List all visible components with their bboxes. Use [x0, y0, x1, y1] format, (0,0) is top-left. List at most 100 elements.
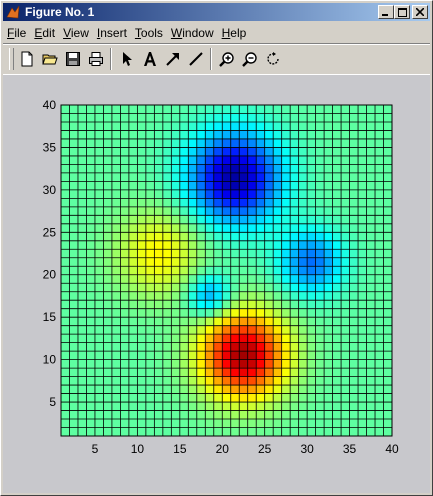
toolbar-grip[interactable] [9, 48, 14, 70]
heatmap-cell [188, 325, 198, 335]
figure-canvas[interactable]: 5 10 15 20 25 30 35 40 5 10 15 20 25 30 35 40 [3, 75, 430, 493]
heatmap-cell [230, 121, 240, 131]
heatmap-cell [256, 257, 265, 267]
heatmap-cell [137, 121, 147, 131]
heatmap-cell [222, 121, 232, 131]
heatmap-cell [256, 138, 265, 148]
heatmap-cell [128, 240, 138, 250]
heatmap-cell [222, 130, 232, 140]
heatmap-cell [281, 147, 291, 157]
heatmap-cell [86, 198, 96, 208]
menu-window[interactable]: Window [167, 26, 218, 40]
heatmap-cell [256, 325, 265, 335]
heatmap-cell [120, 300, 130, 309]
heatmap-cell [366, 283, 376, 293]
open-folder-icon[interactable] [38, 48, 61, 70]
heatmap-cell [239, 351, 249, 360]
heatmap-cell [154, 223, 164, 233]
heatmap-cell [205, 181, 215, 191]
heatmap-cell [128, 419, 138, 428]
menu-tools[interactable]: Tools [131, 26, 167, 40]
heatmap-cell [69, 266, 79, 276]
heatmap-cell [332, 164, 342, 174]
heatmap-cell [315, 274, 325, 284]
heatmap-cell [179, 283, 189, 293]
select-arrow-icon[interactable] [115, 48, 138, 70]
new-figure-icon[interactable] [15, 48, 38, 70]
menu-edit[interactable]: Edit [30, 26, 59, 40]
rotate-3d-icon[interactable] [261, 48, 284, 70]
heatmap-cell [137, 189, 147, 199]
menu-file[interactable]: File [3, 26, 30, 40]
heatmap-cell [264, 198, 274, 208]
heatmap-cell [86, 164, 96, 174]
heatmap-cell [162, 376, 172, 386]
close-icon[interactable] [412, 5, 428, 19]
heatmap-cell [315, 232, 325, 242]
minimize-icon[interactable] [378, 5, 394, 19]
heatmap-cell [188, 300, 198, 309]
menu-help-rest: elp [230, 25, 247, 40]
heatmap-cell [111, 266, 121, 276]
insert-text-icon[interactable] [138, 48, 161, 70]
heatmap-cell [256, 368, 265, 377]
heatmap-cell [179, 317, 189, 326]
heatmap-cell [298, 291, 308, 301]
menu-insert[interactable]: Insert [93, 26, 131, 40]
heatmap-cell [222, 317, 232, 326]
heatmap-cell [383, 147, 393, 157]
heatmap-cell [128, 121, 138, 131]
heatmap-cell [188, 376, 198, 386]
heatmap-cell [230, 351, 240, 360]
menu-help[interactable]: Help [218, 26, 251, 40]
heatmap-cell [111, 291, 121, 301]
heatmap-cell [247, 317, 257, 326]
title-bar[interactable]: Figure No. 1 [3, 3, 430, 21]
heatmap-cell [307, 325, 316, 335]
y-tick-label: 15 [43, 310, 57, 324]
heatmap-cell [264, 427, 274, 437]
heatmap-cell [128, 283, 138, 293]
heatmap-cell [264, 410, 274, 420]
heatmap-cell [264, 257, 274, 267]
zoom-out-icon[interactable] [238, 48, 261, 70]
heatmap-cell [111, 138, 121, 148]
heatmap-cell [120, 130, 130, 140]
heatmap-cell [307, 232, 316, 242]
print-icon[interactable] [84, 48, 107, 70]
x-tick-label: 25 [258, 442, 272, 456]
insert-line-icon[interactable] [184, 48, 207, 70]
save-icon[interactable] [61, 48, 84, 70]
heatmap-cell [128, 308, 138, 318]
heatmap-cell [162, 113, 172, 123]
heatmap-cell [247, 385, 257, 394]
heatmap-cell [264, 206, 274, 216]
heatmap-cell [111, 419, 121, 428]
heatmap-cell [358, 266, 367, 276]
heatmap-cell [77, 393, 87, 403]
heatmap-cell [69, 130, 79, 140]
heatmap-cell [171, 300, 181, 309]
heatmap-cell [307, 223, 316, 233]
heatmap-cell [332, 402, 342, 411]
heatmap-cell [273, 240, 282, 250]
zoom-in-icon[interactable] [215, 48, 238, 70]
heatmap-cell [324, 223, 333, 233]
menu-view[interactable]: View [59, 26, 93, 40]
heatmap-cell [94, 334, 104, 343]
heatmap-cell [213, 266, 223, 276]
heatmap-cell [196, 249, 206, 259]
heatmap-cell [273, 410, 282, 420]
maximize-icon[interactable] [394, 5, 410, 19]
heatmap-cell [341, 325, 350, 335]
heatmap-cell [205, 325, 215, 335]
heatmap-cell [213, 351, 223, 360]
heatmap-cell [298, 249, 308, 259]
heatmap-cell [103, 334, 113, 343]
insert-arrow-icon[interactable] [161, 48, 184, 70]
heatmap-cell [222, 419, 232, 428]
heatmap-cell [307, 342, 316, 352]
heatmap-cell [103, 164, 113, 174]
heatmap-cell [332, 283, 342, 293]
heatmap-cell [332, 368, 342, 377]
